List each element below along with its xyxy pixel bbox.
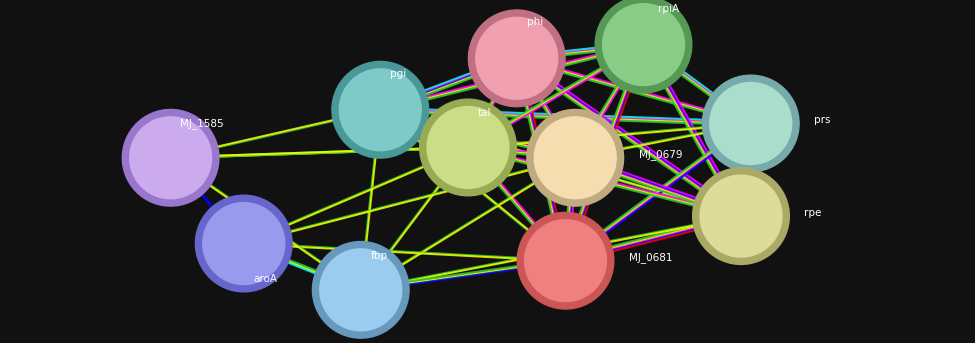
Text: MJ_0681: MJ_0681 xyxy=(629,252,673,263)
Ellipse shape xyxy=(419,99,517,196)
Ellipse shape xyxy=(710,83,792,164)
Text: MJ_1585: MJ_1585 xyxy=(180,118,224,129)
Ellipse shape xyxy=(525,220,606,301)
Text: prs: prs xyxy=(814,115,831,125)
Ellipse shape xyxy=(203,203,285,284)
Ellipse shape xyxy=(130,117,212,199)
Ellipse shape xyxy=(339,69,421,151)
Text: rpe: rpe xyxy=(804,208,822,218)
Text: fbp: fbp xyxy=(370,251,387,261)
Text: rpiA: rpiA xyxy=(658,4,680,14)
Ellipse shape xyxy=(595,0,692,93)
Ellipse shape xyxy=(534,117,616,199)
Text: tal: tal xyxy=(478,108,491,118)
Ellipse shape xyxy=(702,75,800,172)
Ellipse shape xyxy=(692,168,790,264)
Ellipse shape xyxy=(603,4,684,85)
Text: pgi: pgi xyxy=(390,69,407,79)
Ellipse shape xyxy=(427,107,509,188)
Ellipse shape xyxy=(320,249,402,331)
Ellipse shape xyxy=(332,61,429,158)
Ellipse shape xyxy=(468,10,566,107)
Ellipse shape xyxy=(700,175,782,257)
Ellipse shape xyxy=(517,212,614,309)
Text: aroA: aroA xyxy=(254,274,278,284)
Ellipse shape xyxy=(122,109,219,206)
Ellipse shape xyxy=(195,195,292,292)
Text: MJ_0679: MJ_0679 xyxy=(639,149,682,160)
Ellipse shape xyxy=(312,241,410,338)
Ellipse shape xyxy=(526,109,624,206)
Ellipse shape xyxy=(476,17,558,99)
Text: phi: phi xyxy=(526,17,543,27)
